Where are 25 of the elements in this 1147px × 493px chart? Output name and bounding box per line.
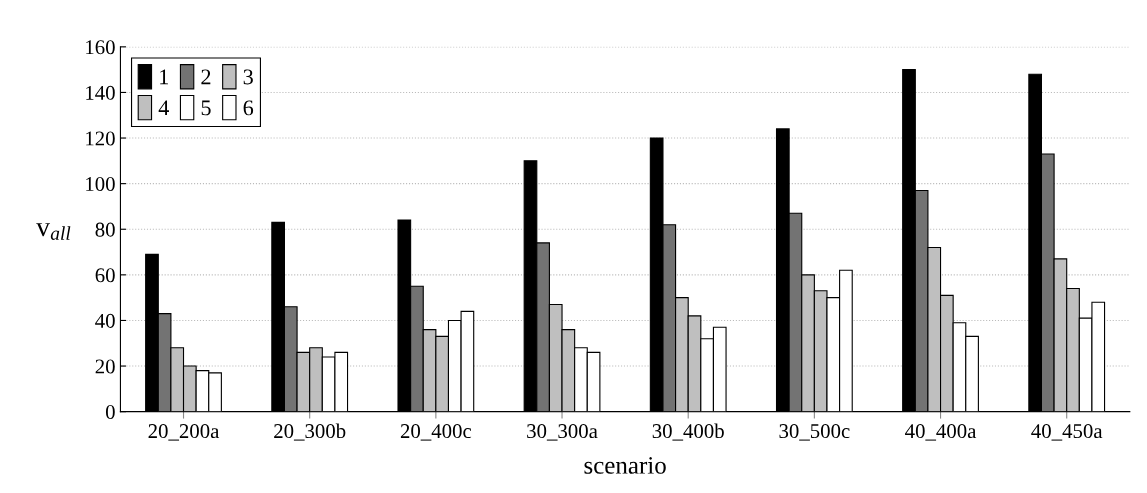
x-tick-label: 20_200a [148,424,220,441]
y-tick-label: 160 [86,40,115,55]
legend-label: 6 [243,100,254,116]
y-axis-title: v$_{all}$ [36,223,71,240]
x-tick-label: 20_300b [274,423,346,441]
x-tick-label: 40_400a [905,424,977,441]
legend-label: 3 [243,69,253,85]
legend-label: 2 [201,69,211,85]
x-tick-label: 30_400b [652,423,724,441]
y-tick-label: 140 [86,85,115,100]
y-tick-label: 20 [95,359,115,374]
legend-label: 1 [160,69,168,85]
y-tick-label: 120 [86,131,115,146]
legend-label: 4 [158,100,169,116]
x-tick-label: 20_400c [400,424,472,441]
y-tick-label: 80 [95,222,115,237]
y-tick-label: 0 [105,405,115,420]
x-tick-label: 30_500c [779,424,850,441]
legend-label: 5 [201,100,211,116]
x-tick-label: 30_300a [527,424,598,441]
y-tick-label: 40 [95,313,115,328]
y-tick-label: 60 [95,268,115,283]
y-tick-label: 100 [86,177,115,192]
x-tick-label: 40_450a [1031,424,1103,441]
x-axis-title: scenario [584,457,666,474]
